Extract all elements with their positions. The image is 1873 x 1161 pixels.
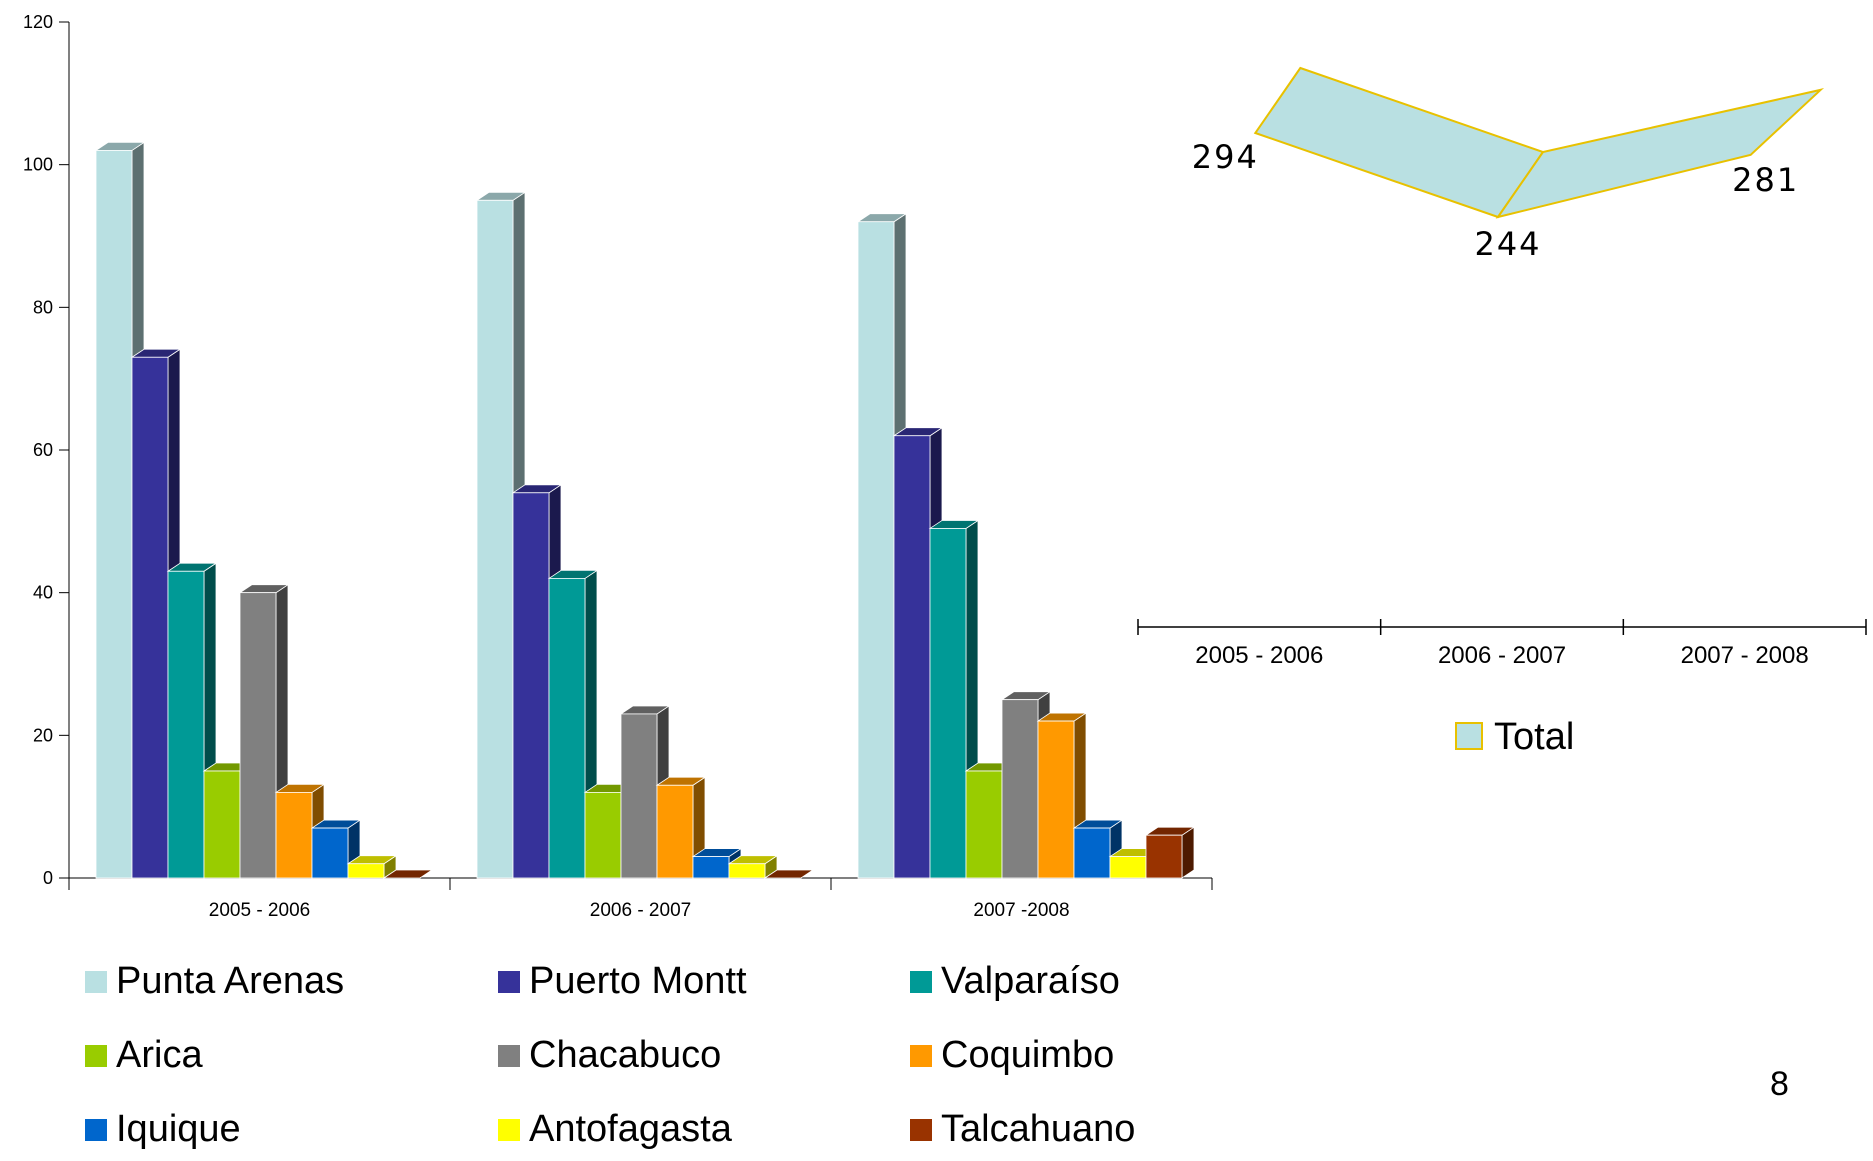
bar-punta-arenas — [95, 149, 133, 879]
legend-swatch-chacabuco — [498, 1045, 520, 1067]
bar-punta-arenas — [476, 199, 514, 879]
legend-label-coquimbo: Coquimbo — [941, 1034, 1114, 1076]
x-tick-label: 2007 - 2008 — [1681, 642, 1809, 669]
bar-valparaiso — [548, 578, 586, 879]
bar-coquimbo — [275, 792, 313, 879]
y-tick-label: 120 — [23, 12, 53, 32]
bar-iquique — [1073, 827, 1111, 879]
x-tick-label: 2005 - 2006 — [209, 900, 310, 921]
legend-label-valparaiso: Valparaíso — [941, 960, 1120, 1002]
bar-talcahuano-top — [382, 869, 434, 879]
bar-chacabuco — [239, 592, 277, 879]
legend-swatch-total — [1455, 722, 1483, 750]
x-tick-label: 2007 -2008 — [973, 900, 1069, 921]
y-tick-label: 80 — [33, 297, 53, 317]
bar-chart: 0 20 40 60 80 100 120 2005 - 2006 2006 - 2007 200… — [23, 12, 1213, 921]
legend-swatch-arica — [85, 1045, 107, 1067]
legend-swatch-iquique — [85, 1119, 107, 1141]
y-tick-label: 60 — [33, 440, 53, 460]
x-tick-label: 2006 - 2007 — [590, 900, 691, 921]
bar-iquique — [692, 856, 730, 879]
bar-puerto-montt — [893, 435, 931, 879]
x-tick-label: 2006 - 2007 — [1438, 642, 1566, 669]
bar-antofagasta — [347, 863, 385, 879]
y-tick-label: 20 — [33, 725, 53, 745]
legend-label-talcahuano: Talcahuano — [941, 1108, 1135, 1150]
y-tick-label: 100 — [23, 155, 53, 175]
bar-puerto-montt — [131, 356, 169, 879]
bar-puerto-montt — [512, 492, 550, 879]
bar-valparaiso — [167, 570, 205, 879]
legend-label-antofagasta: Antofagasta — [529, 1108, 733, 1150]
bar-chacabuco — [1001, 699, 1039, 879]
data-label-total: 294 — [1192, 138, 1259, 176]
legend-swatch-coquimbo — [910, 1045, 932, 1067]
ribbon-segment — [1253, 66, 1545, 219]
legend-swatch-talcahuano — [910, 1119, 932, 1141]
legend-label-arica: Arica — [116, 1034, 203, 1076]
bar-talcahuano — [1145, 834, 1183, 879]
legend-label-total: Total — [1494, 716, 1574, 758]
legend-label-puerto-montt: Puerto Montt — [529, 960, 747, 1002]
legend-swatch-valparaiso — [910, 971, 932, 993]
legend-swatch-antofagasta — [498, 1119, 520, 1141]
data-label-total: 281 — [1732, 161, 1799, 199]
bar-punta-arenas — [857, 221, 895, 879]
data-label-total: 244 — [1474, 225, 1541, 263]
legend-label-iquique: Iquique — [116, 1108, 241, 1150]
bar-coquimbo — [1037, 720, 1075, 879]
bar-valparaiso — [929, 528, 967, 879]
bar-arica — [965, 770, 1003, 879]
y-tick-label: 40 — [33, 583, 53, 603]
bar-iquique — [311, 827, 349, 879]
bar-antofagasta — [728, 863, 766, 879]
bar-talcahuano-top — [763, 869, 815, 879]
page-number: 8 — [1770, 1065, 1789, 1103]
y-tick-label: 0 — [43, 868, 53, 888]
legend-swatch-punta-arenas — [85, 971, 107, 993]
bar-arica — [584, 792, 622, 879]
bar-arica — [203, 770, 241, 879]
legend-label-chacabuco: Chacabuco — [529, 1034, 721, 1076]
legend-swatch-puerto-montt — [498, 971, 520, 993]
ribbon-segment — [1495, 88, 1825, 219]
total-ribbon-chart: 294 244 281 2005 - 2006 2006 - 2007 2007 - 20… — [1137, 66, 1867, 669]
bar-coquimbo — [656, 784, 694, 879]
legend-label-punta-arenas: Punta Arenas — [116, 960, 344, 1002]
bar-talcahuano-side — [1181, 826, 1195, 879]
x-tick-label: 2005 - 2006 — [1195, 642, 1323, 669]
bar-chacabuco — [620, 713, 658, 879]
bar-chart-legend: Punta Arenas Puerto Montt Valparaíso Arica C… — [85, 960, 1135, 1150]
total-chart-legend: Total — [1455, 716, 1574, 758]
bar-antofagasta — [1109, 856, 1147, 879]
